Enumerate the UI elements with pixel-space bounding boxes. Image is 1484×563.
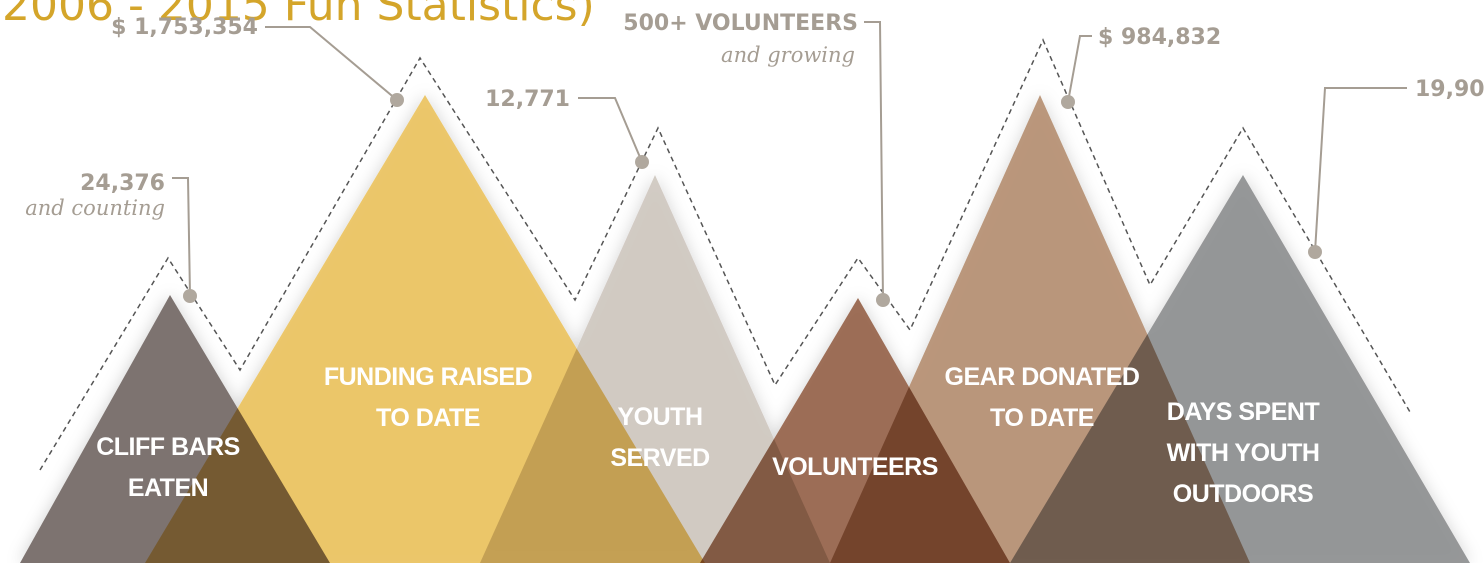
stat-value: 19,901 xyxy=(1415,77,1484,102)
stat-label: DAYS SPENT xyxy=(1167,398,1320,426)
stat-value: 500+ VOLUNTEERS xyxy=(623,11,858,36)
dashed-outline xyxy=(39,38,1411,471)
mountain xyxy=(1010,175,1470,563)
stat-value: 12,771 xyxy=(485,87,570,112)
stat-label: SERVED xyxy=(610,444,709,472)
stat-note: and counting xyxy=(25,196,165,220)
stat-value: $ 984,832 xyxy=(1098,25,1221,50)
leader-line xyxy=(265,26,398,101)
mountains xyxy=(20,95,1470,563)
leader-line xyxy=(1067,35,1092,103)
stat-note: and growing xyxy=(721,43,855,67)
stat-label: OUTDOORS xyxy=(1173,480,1313,508)
stat-label: CLIFF BARS xyxy=(96,433,240,461)
leader-line xyxy=(578,97,643,163)
stat-label: TO DATE xyxy=(376,404,480,432)
leader-line xyxy=(1314,87,1407,253)
callout-dot xyxy=(390,93,404,107)
stat-label: FUNDING RAISED xyxy=(324,363,532,391)
title: 2006 - 2015 Fun Statistics) xyxy=(2,0,595,31)
callout-dot xyxy=(183,289,197,303)
stat-label: GEAR DONATED xyxy=(945,363,1140,391)
callout-dot xyxy=(635,155,649,169)
callout-dot xyxy=(1061,95,1075,109)
leader-line xyxy=(172,177,191,297)
callout-dot xyxy=(876,293,890,307)
stat-value: $ 1,753,354 xyxy=(111,15,258,40)
stat-label: TO DATE xyxy=(990,404,1094,432)
stat-label: EATEN xyxy=(128,474,208,502)
mountain xyxy=(480,175,830,563)
leader-line xyxy=(864,21,884,301)
stat-label: VOLUNTEERS xyxy=(772,453,938,481)
stat-value: 24,376 xyxy=(80,171,165,196)
callout-dot xyxy=(1308,245,1322,259)
stat-label: WITH YOUTH xyxy=(1167,439,1320,467)
stat-label: YOUTH xyxy=(618,403,703,431)
